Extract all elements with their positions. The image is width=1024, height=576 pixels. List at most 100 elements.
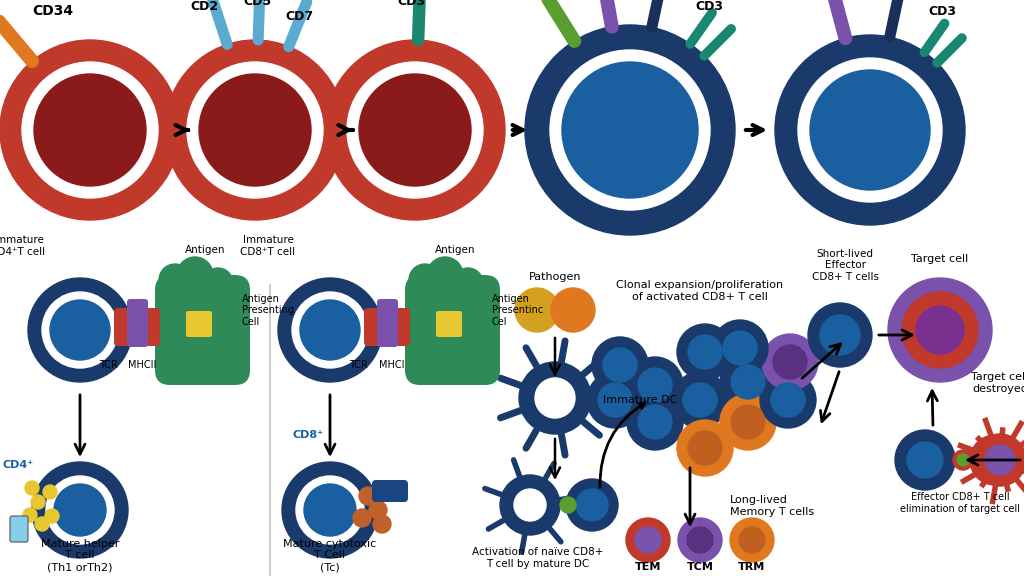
Circle shape <box>731 405 765 439</box>
Circle shape <box>46 476 114 544</box>
Circle shape <box>687 527 713 553</box>
Circle shape <box>907 442 943 478</box>
Circle shape <box>592 337 648 393</box>
Text: MHCI: MHCI <box>379 360 404 370</box>
Circle shape <box>981 446 1009 474</box>
Circle shape <box>731 365 765 399</box>
Circle shape <box>353 509 371 527</box>
Circle shape <box>199 74 311 186</box>
Text: CD34: CD34 <box>32 4 73 18</box>
Text: CD3: CD3 <box>695 0 723 13</box>
Circle shape <box>409 264 441 296</box>
Circle shape <box>300 300 360 360</box>
Text: Clonal expansion/proliferation
of activated CD8+ T cell: Clonal expansion/proliferation of activa… <box>616 281 783 302</box>
Circle shape <box>35 517 49 531</box>
Circle shape <box>566 479 618 531</box>
Circle shape <box>603 348 637 382</box>
Circle shape <box>177 257 213 293</box>
Circle shape <box>775 35 965 225</box>
Circle shape <box>798 58 942 202</box>
Text: CD2: CD2 <box>190 0 218 13</box>
Text: TCR: TCR <box>98 360 118 370</box>
Circle shape <box>974 434 1024 486</box>
Circle shape <box>627 394 683 450</box>
Circle shape <box>730 518 774 562</box>
Circle shape <box>953 450 973 470</box>
Circle shape <box>278 278 382 382</box>
Circle shape <box>575 489 608 521</box>
Circle shape <box>638 368 672 402</box>
Circle shape <box>165 40 345 220</box>
Circle shape <box>739 527 765 553</box>
Circle shape <box>720 394 776 450</box>
Circle shape <box>22 62 158 198</box>
Circle shape <box>672 372 728 428</box>
Text: Antigen: Antigen <box>435 245 475 255</box>
Circle shape <box>560 497 575 513</box>
FancyBboxPatch shape <box>114 308 160 346</box>
Text: Antigen
Presenting
Cell: Antigen Presenting Cell <box>242 294 294 327</box>
Circle shape <box>762 334 818 390</box>
Text: CD8⁺: CD8⁺ <box>293 430 324 440</box>
Text: Target cell
destroyed: Target cell destroyed <box>972 373 1024 394</box>
Circle shape <box>54 484 106 536</box>
Circle shape <box>535 378 575 418</box>
Text: Mature cytotoxic
T Cell
(Tc): Mature cytotoxic T Cell (Tc) <box>284 539 377 572</box>
Text: Short-lived
Effector
CD8+ T cells: Short-lived Effector CD8+ T cells <box>811 249 879 282</box>
FancyBboxPatch shape <box>364 308 410 346</box>
Text: Effector CD8+ T cell
elimination of target cell: Effector CD8+ T cell elimination of targ… <box>900 492 1020 514</box>
Text: Immature
CD4⁺T cell: Immature CD4⁺T cell <box>0 236 45 257</box>
Circle shape <box>760 372 816 428</box>
Circle shape <box>677 420 733 476</box>
Text: TCR: TCR <box>348 360 368 370</box>
FancyBboxPatch shape <box>186 311 212 337</box>
Circle shape <box>25 481 39 495</box>
Circle shape <box>627 357 683 413</box>
Circle shape <box>626 518 670 562</box>
Circle shape <box>500 475 560 535</box>
Text: CD7: CD7 <box>285 10 313 23</box>
Circle shape <box>562 62 698 198</box>
Circle shape <box>359 487 377 505</box>
Text: Immature
CD8⁺T cell: Immature CD8⁺T cell <box>241 236 296 257</box>
Circle shape <box>970 435 1020 485</box>
Circle shape <box>325 40 505 220</box>
FancyBboxPatch shape <box>127 299 148 347</box>
Text: Antigen
Presentinc
Cel: Antigen Presentinc Cel <box>492 294 544 327</box>
Circle shape <box>347 62 483 198</box>
Circle shape <box>515 288 559 332</box>
Circle shape <box>159 264 191 296</box>
Circle shape <box>514 489 546 521</box>
Text: Immature DC: Immature DC <box>603 395 677 405</box>
Circle shape <box>187 62 323 198</box>
Text: Mature helper
T cell
(Th1 orTh2): Mature helper T cell (Th1 orTh2) <box>41 539 119 572</box>
Circle shape <box>773 345 807 379</box>
Circle shape <box>688 431 722 465</box>
Circle shape <box>635 527 662 553</box>
Circle shape <box>720 354 776 410</box>
Circle shape <box>369 501 387 519</box>
FancyBboxPatch shape <box>436 311 462 337</box>
Circle shape <box>203 268 233 298</box>
Text: CD3: CD3 <box>397 0 425 8</box>
Circle shape <box>427 257 463 293</box>
Text: Long-lived
Memory T cells: Long-lived Memory T cells <box>730 495 814 517</box>
Circle shape <box>808 303 872 367</box>
FancyBboxPatch shape <box>372 480 408 502</box>
Circle shape <box>50 300 110 360</box>
Circle shape <box>551 288 595 332</box>
Circle shape <box>688 335 722 369</box>
Circle shape <box>916 306 964 354</box>
Circle shape <box>677 324 733 380</box>
Circle shape <box>282 462 378 558</box>
FancyBboxPatch shape <box>406 275 500 385</box>
Text: Pathogen: Pathogen <box>528 272 582 282</box>
Text: MHCII: MHCII <box>128 360 157 370</box>
Circle shape <box>519 362 591 434</box>
Text: TRM: TRM <box>738 562 766 572</box>
Text: Antigen: Antigen <box>184 245 225 255</box>
Circle shape <box>550 50 710 210</box>
FancyBboxPatch shape <box>155 275 250 385</box>
Circle shape <box>373 515 391 533</box>
Text: CD3: CD3 <box>928 5 956 18</box>
